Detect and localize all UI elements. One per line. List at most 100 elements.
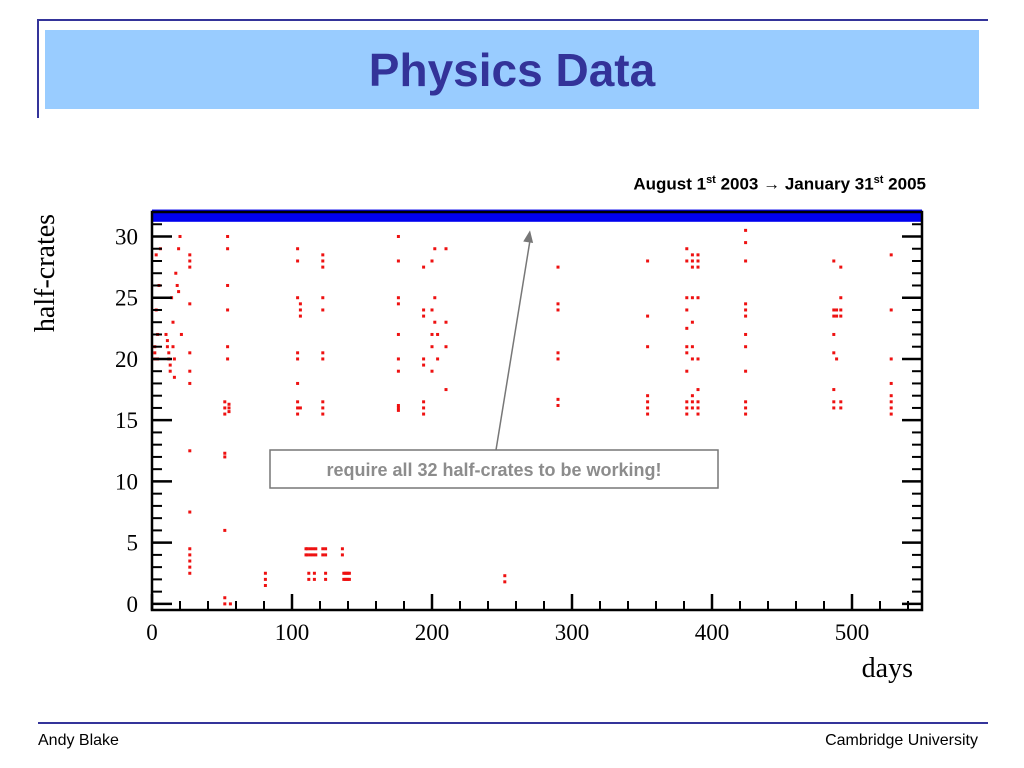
data-point [396, 332, 400, 336]
data-point [436, 357, 440, 361]
data-point [690, 400, 694, 404]
data-point [165, 339, 169, 343]
data-point [839, 406, 843, 410]
data-point [503, 574, 507, 578]
data-point [433, 247, 437, 251]
data-point [889, 381, 893, 385]
plot-frame [150, 210, 924, 612]
data-point [396, 302, 400, 306]
data-point [396, 259, 400, 263]
data-point [422, 406, 426, 410]
data-point [227, 402, 231, 406]
data-point [685, 326, 689, 330]
data-point [307, 577, 311, 581]
data-point [321, 265, 325, 269]
data-point [324, 577, 328, 581]
data-point [263, 571, 267, 575]
y-tick-label: 5 [127, 531, 139, 556]
data-point [839, 308, 843, 312]
data-point [188, 302, 192, 306]
data-point [321, 406, 325, 410]
date-range-end-year: 2005 [883, 174, 926, 194]
data-point [321, 357, 325, 361]
callout-text: require all 32 half-crates to be working… [326, 460, 661, 480]
data-point [839, 265, 843, 269]
data-point [188, 369, 192, 373]
data-point [436, 332, 440, 336]
data-point [422, 412, 426, 416]
data-point [832, 259, 836, 263]
data-point [744, 400, 748, 404]
data-point [188, 547, 192, 551]
data-point [228, 602, 232, 606]
data-point [396, 357, 400, 361]
data-point [188, 449, 192, 453]
data-point [444, 345, 448, 349]
footer-institution: Cambridge University [825, 732, 978, 749]
data-point [556, 403, 560, 407]
data-point [321, 553, 325, 557]
data-point [685, 369, 689, 373]
data-point [646, 406, 650, 410]
data-point [696, 259, 700, 263]
data-point [696, 412, 700, 416]
data-point [188, 571, 192, 575]
data-point [227, 410, 231, 414]
date-range-caption: August 1st 2003 → January 31st 2005 [633, 174, 926, 195]
data-point [690, 406, 694, 410]
data-point [556, 308, 560, 312]
data-point [324, 553, 328, 557]
y-axis-label: half-crates [30, 214, 61, 332]
data-point [174, 271, 178, 275]
data-point [321, 253, 325, 257]
data-point [314, 553, 318, 557]
data-point [321, 308, 325, 312]
data-point [179, 332, 183, 336]
data-point [889, 400, 893, 404]
data-point [305, 553, 309, 557]
data-point [685, 259, 689, 263]
data-point [312, 577, 316, 581]
data-point [312, 571, 316, 575]
data-point [296, 247, 300, 251]
slide-title: Physics Data [368, 43, 656, 96]
data-point [422, 363, 426, 367]
title-banner: Physics Data [45, 30, 979, 109]
data-point [646, 314, 650, 318]
data-point [321, 547, 325, 551]
data-point [889, 412, 893, 416]
date-range-middle: 2003 → January 31 [715, 174, 874, 194]
data-point [188, 553, 192, 557]
data-point [321, 400, 325, 404]
points-layer [153, 216, 893, 606]
data-point [296, 381, 300, 385]
data-point [744, 412, 748, 416]
data-point [396, 406, 400, 410]
data-point [396, 403, 400, 407]
data-point [433, 296, 437, 300]
data-point [889, 406, 893, 410]
data-point [314, 547, 318, 551]
data-point [430, 332, 434, 336]
y-tick-label: 30 [115, 224, 138, 249]
data-point [188, 265, 192, 269]
data-point [696, 253, 700, 257]
data-point [296, 296, 300, 300]
data-point [696, 400, 700, 404]
header-left-rule [37, 19, 39, 118]
x-tick-label: 400 [695, 620, 730, 645]
data-point [177, 247, 181, 251]
data-point [296, 259, 300, 263]
y-tick-label: 20 [115, 347, 138, 372]
data-point [311, 553, 315, 557]
data-point [430, 308, 434, 312]
data-point [223, 528, 227, 532]
data-point [296, 412, 300, 416]
data-point [175, 283, 179, 287]
data-point [226, 308, 230, 312]
data-point [690, 253, 694, 257]
data-point [296, 400, 300, 404]
data-point [430, 259, 434, 263]
data-point [744, 308, 748, 312]
